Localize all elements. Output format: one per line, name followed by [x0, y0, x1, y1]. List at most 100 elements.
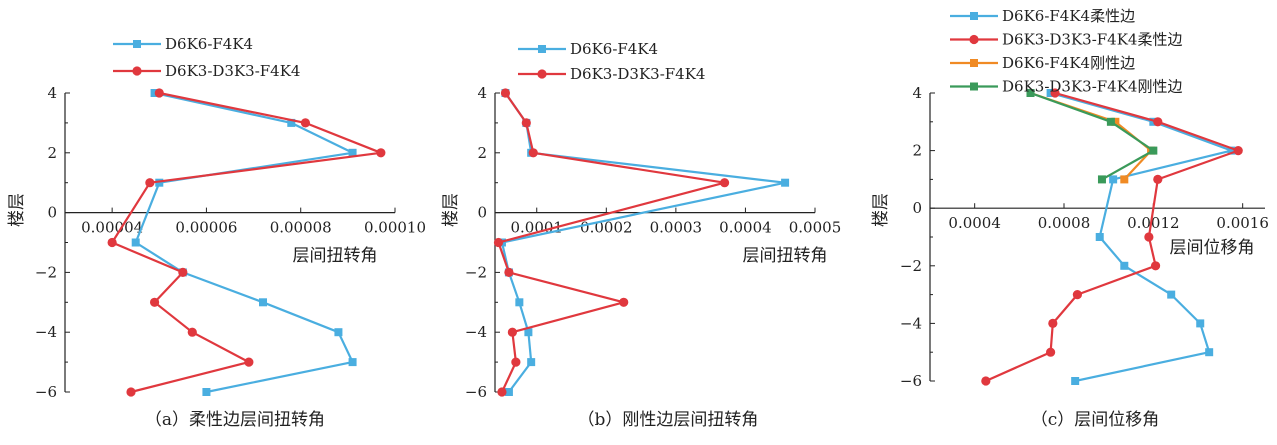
series-line-1 — [500, 92, 787, 393]
legend-marker — [970, 59, 978, 67]
legend-label: D6K3-D3K3-F4K4柔性边 — [1002, 31, 1182, 49]
y-axis-title: 楼层 — [441, 193, 461, 227]
data-point — [178, 267, 188, 277]
data-point — [1106, 117, 1115, 126]
y-tick-label: −6 — [465, 383, 487, 401]
data-point — [500, 88, 511, 98]
y-tick-label: 4 — [912, 84, 922, 102]
x-tick-label: 0.00006 — [175, 219, 237, 237]
chart-caption: （a）柔性边层间扭转角 — [145, 410, 325, 430]
x-tick-label: 0.0003 — [650, 219, 703, 237]
data-point — [155, 178, 164, 187]
data-point — [300, 118, 311, 128]
x-tick-label: 0.00008 — [270, 219, 332, 237]
data-point — [259, 298, 267, 307]
data-point — [1167, 290, 1176, 299]
y-tick-label: −6 — [900, 372, 922, 390]
data-point — [150, 89, 159, 97]
legend-marker — [970, 82, 978, 91]
data-point — [497, 387, 507, 397]
legend-label: D6K6-F4K4柔性边 — [1002, 7, 1135, 25]
data-point — [107, 237, 117, 248]
data-point — [1205, 348, 1214, 357]
data-point — [1071, 377, 1080, 385]
legend-label: D6K3-D3K3-F4K4刚性边 — [1002, 78, 1182, 96]
data-point — [1120, 175, 1129, 184]
legend-marker — [133, 40, 141, 48]
legend-label: D6K3-D3K3-F4K4 — [165, 62, 300, 80]
y-tick-label: −6 — [35, 383, 57, 401]
data-point — [493, 237, 504, 248]
legend-label: D6K6-F4K4刚性边 — [1002, 54, 1135, 72]
data-point — [504, 388, 513, 396]
y-tick-label: 0 — [912, 199, 922, 217]
data-point — [1072, 290, 1082, 300]
legend-label: D6K6-F4K4 — [165, 35, 253, 53]
series-line-1 — [134, 91, 354, 394]
data-point — [619, 297, 629, 307]
data-point — [334, 328, 343, 337]
y-tick-label: −4 — [900, 314, 922, 332]
data-point — [781, 178, 790, 187]
y-tick-label: 2 — [912, 142, 922, 160]
data-point — [511, 357, 521, 367]
y-tick-label: −4 — [465, 323, 487, 341]
data-point — [1050, 88, 1060, 98]
chart-panel-1: 4 2 0 −2 −4 −6 0.00004 0.00006 0.00008 0.00010 层间扭… — [7, 35, 426, 430]
data-point — [515, 298, 524, 307]
x-tick-label: 0.0004 — [719, 219, 772, 237]
data-point — [1196, 319, 1205, 328]
data-point — [528, 148, 538, 158]
data-point — [504, 267, 514, 277]
y-tick-label: 0 — [477, 204, 487, 222]
data-point — [1120, 261, 1129, 270]
data-point — [1095, 233, 1104, 241]
data-point — [149, 297, 160, 307]
y-tick-label: −2 — [465, 263, 487, 281]
data-point — [202, 388, 211, 396]
data-point — [187, 327, 197, 337]
y-tick-label: −2 — [35, 263, 57, 281]
data-point — [287, 118, 296, 127]
data-point — [1097, 175, 1106, 184]
data-point — [1109, 175, 1118, 184]
y-tick-label: 4 — [47, 84, 57, 102]
legend-label: D6K6-F4K4 — [570, 40, 658, 58]
data-point — [126, 387, 136, 397]
y-tick-label: −4 — [35, 323, 57, 341]
data-point — [131, 238, 140, 247]
data-point — [981, 376, 991, 386]
chart-panel-3: 4 2 0 −2 −4 −6 0.0004 0.0008 0.0012 0.0016 层间位移角 楼层… — [871, 7, 1269, 430]
legend-marker — [537, 69, 547, 79]
data-point — [521, 118, 531, 128]
x-axis-title: 层间扭转角 — [743, 246, 828, 266]
data-point — [527, 358, 536, 367]
x-tick-label: 0.00004 — [81, 219, 143, 237]
data-point — [376, 148, 386, 158]
data-point — [719, 178, 730, 188]
chart-panel-2: 420−2−4−60.0001 0.0002 0.0003 0.0004 0.0005层… — [441, 40, 841, 430]
data-point — [145, 178, 155, 188]
y-axis-title: 楼层 — [7, 193, 27, 227]
x-axis-title: 层间位移角 — [1170, 238, 1255, 258]
data-point — [1026, 89, 1035, 97]
data-point — [1153, 117, 1163, 127]
x-tick-label: 0.00010 — [364, 219, 426, 237]
data-point — [348, 148, 357, 157]
series-line-1 — [1050, 91, 1233, 383]
data-point — [1046, 347, 1056, 357]
series-line-4 — [1030, 91, 1155, 181]
data-point — [348, 358, 357, 367]
chart-caption: （b）刚性边层间扭转角 — [578, 410, 759, 430]
y-tick-label: 2 — [47, 144, 57, 162]
data-point — [1144, 232, 1154, 242]
y-axis-title: 楼层 — [871, 193, 891, 227]
series-line-2 — [497, 92, 726, 393]
x-tick-label: 0.0016 — [1216, 214, 1269, 232]
y-tick-label: −2 — [900, 257, 922, 275]
y-tick-label: 2 — [477, 144, 487, 162]
data-point — [154, 88, 164, 98]
data-point — [1048, 318, 1058, 328]
